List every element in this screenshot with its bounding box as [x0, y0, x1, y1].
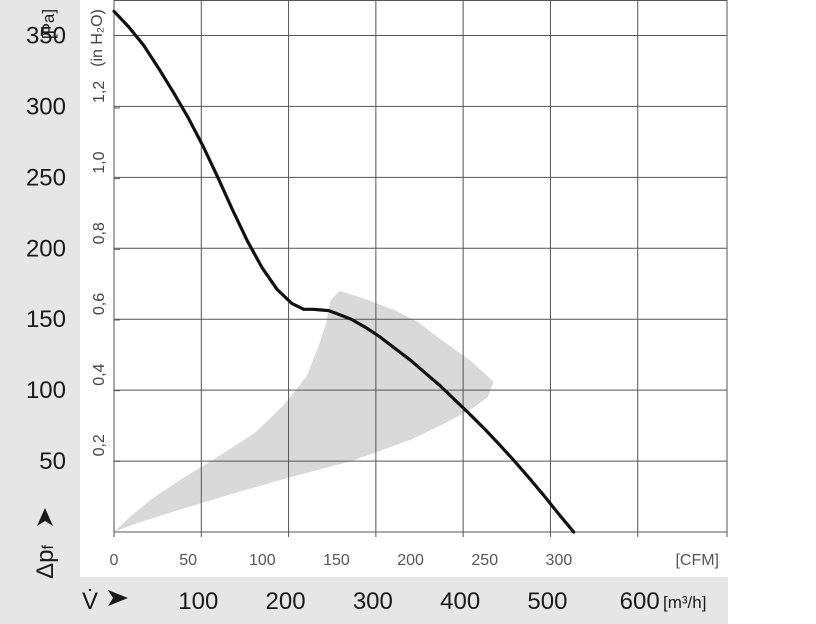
x-tick-label-m3h: 400 [440, 588, 480, 615]
x-axis-arrow-icon [108, 590, 128, 606]
y-axis-arrow-icon [37, 508, 53, 526]
y-tick-label-pa: 350 [26, 22, 66, 49]
x-tick-label-cfm: 150 [323, 552, 350, 569]
y-tick-label-inh2o: 1,0 [91, 151, 108, 173]
x-tick-label-m3h: 600 [620, 588, 660, 615]
x-tick-label-cfm: 200 [397, 552, 424, 569]
y-tick-label-pa: 250 [26, 164, 66, 191]
y-axis-unit-pa: [Pa] [39, 9, 58, 39]
x-tick-label-cfm: 250 [471, 552, 498, 569]
y-tick-label-inh2o: 0,6 [91, 293, 108, 315]
bottom-axis-band [80, 577, 728, 624]
x-tick-label-m3h: 500 [527, 588, 567, 615]
plot-background [113, 0, 727, 532]
x-tick-label-cfm: 50 [179, 552, 197, 569]
y-axis-symbol: Δpf [32, 545, 59, 579]
x-tick-label-m3h: 200 [266, 588, 306, 615]
y-axis-unit-inh2o: (in H₂O) [89, 9, 106, 67]
x-tick-label-m3h: 100 [178, 588, 218, 615]
x-tick-label-cfm: 0 [110, 552, 119, 569]
y-tick-label-pa: 150 [26, 306, 66, 333]
y-tick-label-pa: 50 [39, 448, 66, 475]
x-axis-symbol: V̇ [82, 587, 98, 615]
y-tick-label-pa: 100 [26, 377, 66, 404]
y-tick-label-inh2o: 0,4 [91, 363, 108, 385]
y-tick-label-inh2o: 1,2 [91, 81, 108, 103]
y-tick-label-inh2o: 0,2 [91, 434, 108, 456]
x-axis-unit-cfm: [CFM] [675, 552, 719, 569]
x-tick-label-m3h: 300 [353, 588, 393, 615]
x-tick-label-cfm: 300 [546, 552, 573, 569]
fan-curve [112, 9, 576, 534]
y-tick-label-pa: 300 [26, 93, 66, 120]
y-tick-label-inh2o: 0,8 [91, 222, 108, 244]
y-tick-label-pa: 200 [26, 235, 66, 262]
x-axis-unit-m3h: [m³/h] [663, 593, 706, 612]
x-tick-label-cfm: 100 [249, 552, 276, 569]
